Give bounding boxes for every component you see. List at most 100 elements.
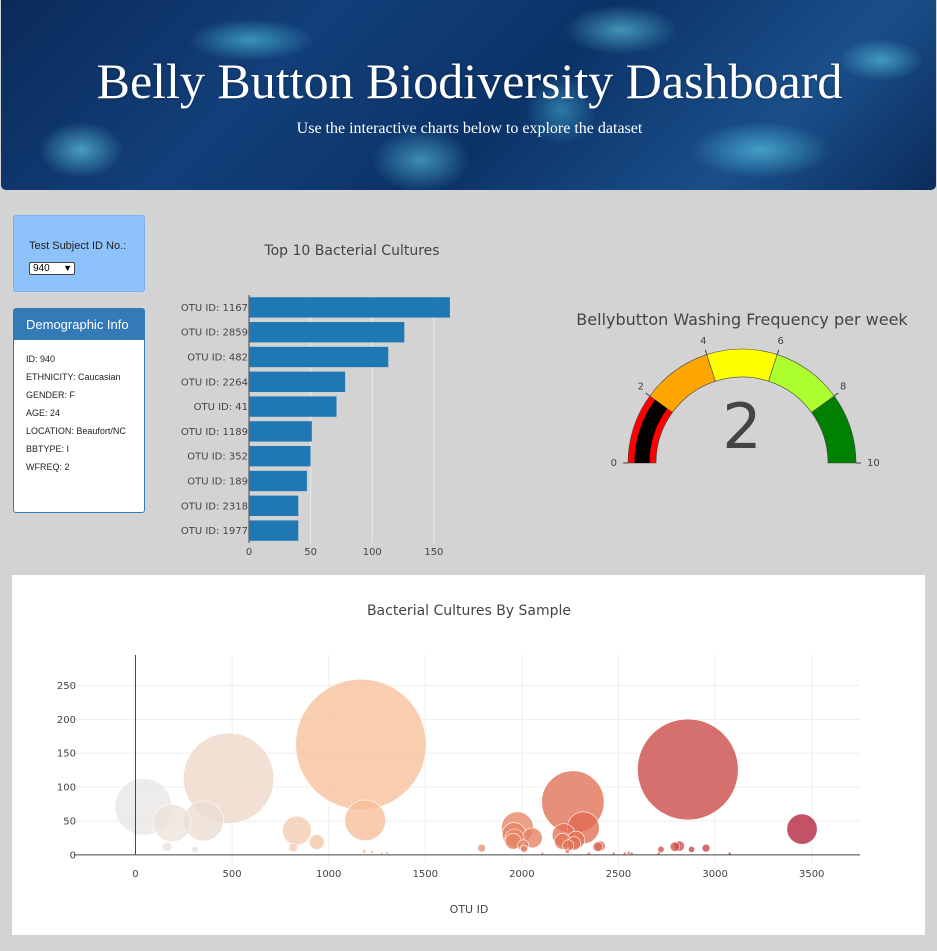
bubble-point[interactable] xyxy=(688,845,696,853)
demographic-line: GENDER: F xyxy=(26,390,76,400)
bar-category-label: OTU ID: 482 xyxy=(187,353,248,364)
header-banner: Belly Button Biodiversity Dashboard Use … xyxy=(1,0,936,190)
bar-category-label: OTU ID: 1167 xyxy=(181,303,248,314)
gauge-value: 2 xyxy=(722,390,761,463)
demographic-line: WFREQ: 2 xyxy=(26,462,70,472)
gauge-tick xyxy=(833,392,839,397)
bar-mark[interactable] xyxy=(249,446,311,467)
bubble-point[interactable] xyxy=(786,813,818,845)
bubble-point[interactable] xyxy=(308,834,325,850)
bubble-point[interactable] xyxy=(592,841,603,852)
bar-category-label: OTU ID: 2318 xyxy=(181,501,248,512)
demographic-line: AGE: 24 xyxy=(26,408,61,418)
bar-mark[interactable] xyxy=(249,421,312,442)
bar-mark[interactable] xyxy=(249,346,389,368)
page-subtitle: Use the interactive charts below to expl… xyxy=(296,120,643,137)
gauge-tick-label: 0 xyxy=(611,458,617,469)
gauge-tick xyxy=(645,392,651,397)
bubble-point[interactable] xyxy=(669,841,681,852)
bar-mark[interactable] xyxy=(249,520,299,541)
demographic-line: BBTYPE: I xyxy=(26,444,70,454)
bubble-y-tick-label: 200 xyxy=(57,715,76,726)
gauge-step xyxy=(706,348,778,382)
bar-mark[interactable] xyxy=(249,322,405,343)
gauge-tick-label: 6 xyxy=(777,336,783,347)
bubble-point[interactable] xyxy=(520,844,528,853)
gauge-value-bar xyxy=(634,399,668,463)
bubble-point[interactable] xyxy=(282,815,312,846)
bubble-point[interactable] xyxy=(295,678,427,810)
bar-mark[interactable] xyxy=(249,396,337,417)
subject-id-value: 940 xyxy=(33,263,50,274)
demographic-info-list: ID: 940 ETHNICITY: Caucasian GENDER: F AGE:… xyxy=(14,340,144,472)
bar-x-tick-label: 0 xyxy=(246,547,252,558)
gauge-tick-label: 8 xyxy=(840,382,846,393)
bar-category-label: OTU ID: 41 xyxy=(194,402,248,413)
gauge-tick-label: 4 xyxy=(700,336,706,347)
bubble-x-tick-label: 0 xyxy=(132,869,138,880)
bubble-x-tick-label: 1500 xyxy=(413,869,438,880)
gauge-tick xyxy=(776,349,780,355)
demographic-panel-title: Demographic Info xyxy=(14,309,144,340)
demographic-panel: Demographic Info ID: 940 ETHNICITY: Cauca… xyxy=(13,308,145,513)
bubble-x-tick-label: 3500 xyxy=(799,869,824,880)
bubble-x-tick-label: 2500 xyxy=(606,869,631,880)
bubble-point[interactable] xyxy=(564,849,570,854)
bubble-x-tick-label: 1000 xyxy=(316,869,341,880)
bubble-point[interactable] xyxy=(191,845,199,853)
top10-bar-chart: Top 10 Bacterial Cultures OTU ID: 1167 OT… xyxy=(181,243,450,558)
gauge-tick-label: 2 xyxy=(638,382,644,393)
bubble-chart: Bacterial Cultures By Sample 0 500 1000 150… xyxy=(57,603,860,916)
gauge-title: Bellybutton Washing Frequency per week xyxy=(576,310,908,329)
bubble-point[interactable] xyxy=(288,842,298,853)
bubble-point[interactable] xyxy=(361,849,367,854)
demographic-line: ETHNICITY: Caucasian xyxy=(26,372,121,382)
subject-selector-label: Test Subject ID No.: xyxy=(29,240,127,252)
bar-category-label: OTU ID: 2264 xyxy=(181,377,248,388)
bubble-point[interactable] xyxy=(162,841,173,852)
bar-x-tick-label: 50 xyxy=(304,547,317,558)
bar-x-tick-label: 150 xyxy=(424,547,443,558)
bubble-y-tick-label: 0 xyxy=(70,850,76,861)
chevron-down-icon: ▼ xyxy=(63,263,72,273)
bubble-chart-title: Bacterial Cultures By Sample xyxy=(367,603,571,619)
demographic-line: LOCATION: Beaufort/NC xyxy=(26,426,126,436)
bubble-chart-card: Bacterial Cultures By Sample 0 500 1000 150… xyxy=(12,575,925,935)
bubble-x-tick-label: 3000 xyxy=(702,869,727,880)
bar-category-label: OTU ID: 2859 xyxy=(181,328,248,339)
bar-category-label: OTU ID: 352 xyxy=(187,452,248,463)
bar-x-tick-label: 100 xyxy=(363,547,382,558)
subject-selector-panel: Test Subject ID No.: 940 ▼ xyxy=(13,215,145,292)
bubble-x-axis-label: OTU ID xyxy=(450,903,489,916)
subject-id-select[interactable]: 940 ▼ xyxy=(29,262,75,275)
bar-chart-title: Top 10 Bacterial Cultures xyxy=(263,243,439,259)
bubble-point[interactable] xyxy=(477,843,487,853)
bubble-y-tick-label: 150 xyxy=(57,749,76,760)
bubble-point[interactable] xyxy=(344,799,386,842)
bubble-point[interactable] xyxy=(152,803,192,843)
bar-mark[interactable] xyxy=(249,371,346,392)
bar-mark[interactable] xyxy=(249,495,299,516)
bubble-point[interactable] xyxy=(370,850,374,855)
bubble-y-tick-label: 100 xyxy=(57,783,76,794)
bubble-point[interactable] xyxy=(626,851,631,855)
bubble-x-tick-label: 2000 xyxy=(509,869,534,880)
page-title: Belly Button Biodiversity Dashboard xyxy=(96,53,843,109)
bubble-x-tick-label: 500 xyxy=(223,869,242,880)
bar-category-label: OTU ID: 1977 xyxy=(181,526,248,537)
bubble-point[interactable] xyxy=(385,851,389,855)
demographic-line: ID: 940 xyxy=(26,354,56,364)
bar-mark[interactable] xyxy=(249,297,450,318)
bar-category-label: OTU ID: 1189 xyxy=(181,427,248,438)
bubble-point[interactable] xyxy=(657,845,665,853)
bubble-y-tick-label: 50 xyxy=(63,816,76,827)
gauge-tick xyxy=(704,349,708,355)
wash-frequency-gauge: Bellybutton Washing Frequency per week 0… xyxy=(576,310,908,469)
bar-category-label: OTU ID: 189 xyxy=(187,477,248,488)
bubble-point[interactable] xyxy=(637,718,739,821)
bubble-point[interactable] xyxy=(562,839,575,852)
bubble-point[interactable] xyxy=(701,843,711,853)
gauge-tick-label: 10 xyxy=(867,458,880,469)
bubble-y-tick-label: 250 xyxy=(57,681,76,692)
bar-mark[interactable] xyxy=(249,470,307,492)
